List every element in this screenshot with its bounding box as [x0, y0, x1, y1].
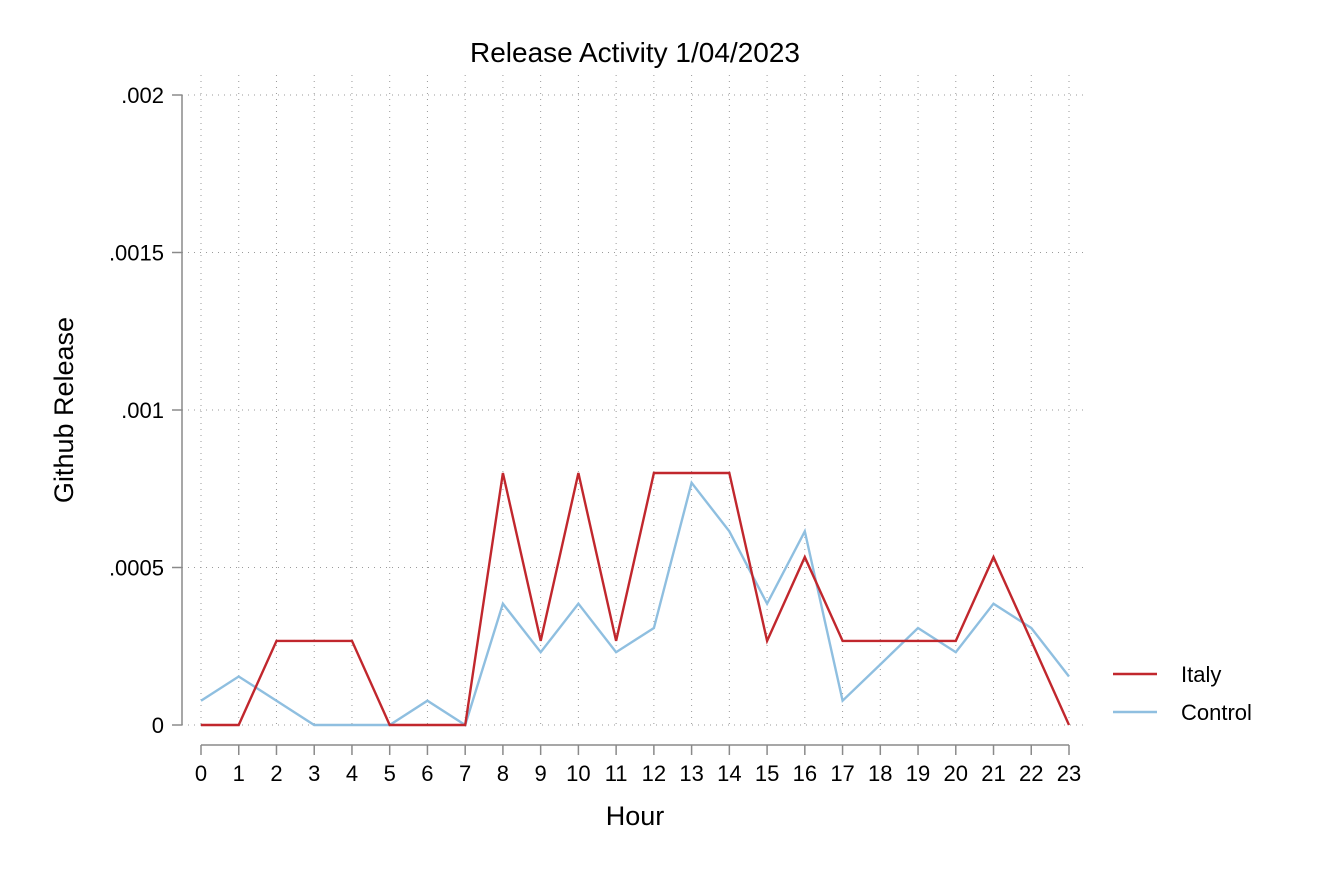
- legend-label-italy: Italy: [1181, 662, 1221, 687]
- x-tick-label: 0: [195, 761, 207, 786]
- series-line-control: [200, 480, 1070, 727]
- x-tick-label: 6: [421, 761, 433, 786]
- x-tick-label: 8: [497, 761, 509, 786]
- y-axis-ticks: 0 .0005 .001 .0015 .002: [109, 83, 182, 738]
- x-tick-label: 13: [679, 761, 703, 786]
- y-tick-label: .0005: [109, 556, 164, 581]
- y-tick-label: .002: [121, 83, 164, 108]
- y-tick-label: .001: [121, 398, 164, 423]
- x-tick-label: 21: [981, 761, 1005, 786]
- x-tick-label: 23: [1057, 761, 1081, 786]
- y-axis-title: Github Release: [49, 317, 79, 503]
- x-tick-label: 18: [868, 761, 892, 786]
- x-tick-label: 3: [308, 761, 320, 786]
- chart-title: Release Activity 1/04/2023: [470, 37, 800, 68]
- x-tick-label: 14: [717, 761, 741, 786]
- x-tick-label: 9: [535, 761, 547, 786]
- x-axis-title: Hour: [606, 801, 665, 831]
- x-tick-label: 2: [270, 761, 282, 786]
- y-tick-label: 0: [152, 713, 164, 738]
- x-axis-ticks: 0 1 2 3 4 5 6 7 8 9 10 11 12 13 14 15 16 17 18 19 20 21 22 23: [195, 745, 1081, 786]
- series-lines: [200, 471, 1071, 727]
- x-tick-label: 7: [459, 761, 471, 786]
- legend: Italy Control: [1113, 662, 1252, 725]
- x-tick-label: 10: [566, 761, 590, 786]
- legend-label-control: Control: [1181, 700, 1252, 725]
- x-tick-label: 1: [233, 761, 245, 786]
- x-tick-label: 4: [346, 761, 358, 786]
- x-tick-label: 22: [1019, 761, 1043, 786]
- x-tick-label: 19: [906, 761, 930, 786]
- x-tick-label: 20: [944, 761, 968, 786]
- x-tick-label: 11: [605, 761, 628, 786]
- x-tick-label: 15: [755, 761, 779, 786]
- x-tick-label: 12: [642, 761, 666, 786]
- x-tick-label: 17: [830, 761, 854, 786]
- gridlines: [182, 75, 1085, 726]
- y-tick-label: .0015: [109, 241, 164, 266]
- series-line-italy: [201, 471, 1071, 727]
- x-tick-label: 16: [793, 761, 817, 786]
- x-tick-label: 5: [384, 761, 396, 786]
